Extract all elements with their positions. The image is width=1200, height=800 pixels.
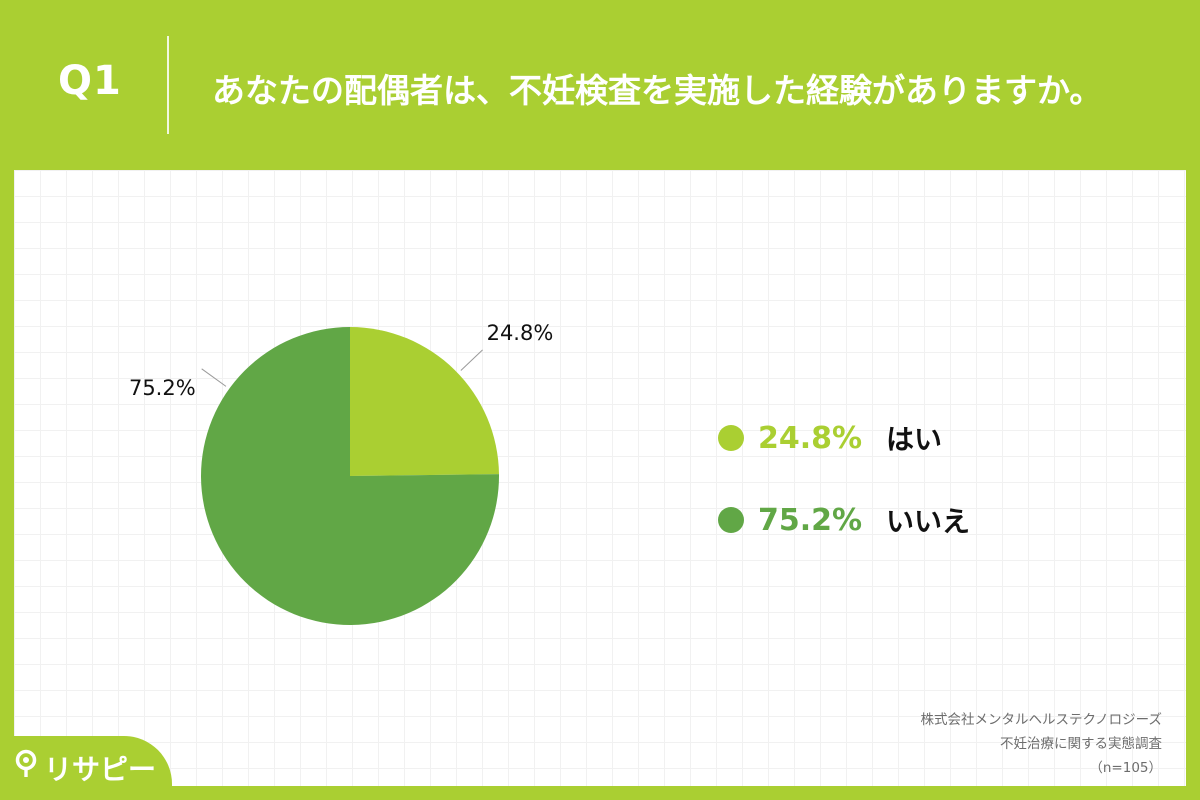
legend-item-yes: 24.8% はい	[718, 418, 1038, 458]
pie-data-labels: 24.8% 75.2%	[129, 321, 553, 400]
legend-value-no: 75.2%	[758, 502, 863, 538]
legend-label-no: いいえ	[886, 505, 971, 538]
data-label-no: 75.2%	[129, 376, 196, 400]
source-note: 株式会社メンタルヘルステクノロジーズ 不妊治療に関する実態調査 （n=105）	[802, 708, 1162, 780]
header-divider	[167, 36, 169, 134]
pie-slices	[200, 327, 500, 625]
source-survey: 不妊治療に関する実態調査	[1000, 736, 1162, 752]
legend-item-no: 75.2% いいえ	[718, 500, 1038, 540]
legend-dot-no	[718, 507, 744, 533]
pie-slice-no	[200, 327, 500, 625]
logo-text: リサピー	[44, 753, 157, 786]
leader-line-yes	[460, 349, 483, 371]
legend-value-yes: 24.8%	[758, 420, 863, 456]
header-band: Q1 あなたの配偶者は、不妊検査を実施した経験がありますか。	[0, 0, 1200, 170]
leader-line-no	[201, 368, 227, 387]
data-label-yes: 24.8%	[487, 321, 554, 345]
pin-icon	[14, 749, 38, 788]
source-company: 株式会社メンタルヘルステクノロジーズ	[920, 712, 1162, 728]
source-sample-size: （n=105）	[1089, 760, 1162, 776]
brand-logo: リサピー	[14, 748, 156, 788]
chart-legend: 24.8% はい 75.2% いいえ	[718, 418, 1038, 582]
legend-label-yes: はい	[886, 423, 943, 456]
question-text: あなたの配偶者は、不妊検査を実施した経験がありますか。	[212, 71, 1103, 110]
legend-dot-yes	[718, 425, 744, 451]
pie-leader-lines	[201, 349, 483, 387]
pie-slice-yes	[350, 327, 499, 476]
question-number: Q1	[58, 58, 122, 104]
